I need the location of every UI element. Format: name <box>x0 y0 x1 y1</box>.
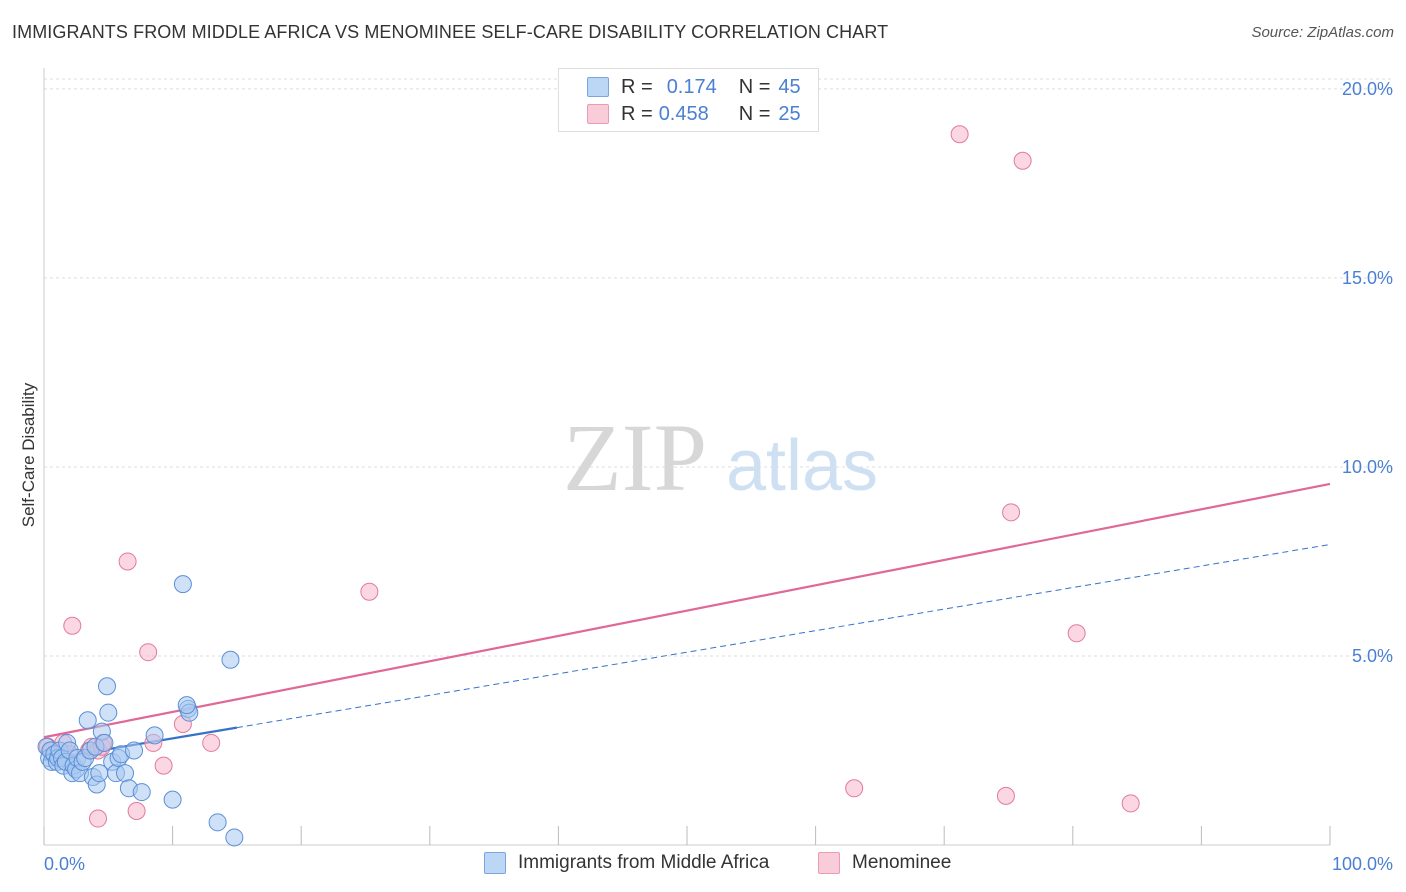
legend-swatch-middle-africa <box>484 852 506 874</box>
data-point-menominee <box>127 801 146 820</box>
data-points <box>37 125 1140 847</box>
data-point-middle-africa <box>177 696 196 715</box>
chart-title: IMMIGRANTS FROM MIDDLE AFRICA VS MENOMIN… <box>12 22 889 42</box>
legend-n-value: 25 <box>778 102 801 125</box>
y-axis-label: Self-Care Disability <box>19 382 38 527</box>
data-point-menominee <box>1067 624 1086 643</box>
x-tick-label-min: 0.0% <box>44 854 85 874</box>
data-point-middle-africa <box>208 813 227 832</box>
data-point-middle-africa <box>173 575 192 594</box>
watermark: ZIP atlas <box>563 404 878 511</box>
y-tick-label: 20.0% <box>1342 79 1393 99</box>
y-tick-label: 15.0% <box>1342 268 1393 288</box>
data-point-middle-africa <box>163 790 182 809</box>
legend-item-menominee: Menominee <box>818 852 951 874</box>
data-point-menominee <box>845 779 864 798</box>
legend-r-label: R = <box>621 102 653 125</box>
data-point-menominee <box>118 552 137 571</box>
source-label: Source: ZipAtlas.com <box>1251 24 1394 41</box>
legend-row-menominee: R = 0.458 N = 25 <box>587 101 801 127</box>
legend-swatch-menominee <box>587 104 609 124</box>
trend-line-menominee <box>43 482 1331 739</box>
data-point-menominee <box>996 786 1015 805</box>
data-point-menominee <box>139 643 158 662</box>
legend-item-middle-africa: Immigrants from Middle Africa <box>484 852 769 874</box>
legend-swatch-middle-africa <box>587 77 609 97</box>
trend-lines <box>43 482 1331 762</box>
y-tick-label: 5.0% <box>1352 646 1393 666</box>
data-point-menominee <box>154 756 173 775</box>
legend-r-value: 0.174 <box>666 75 717 98</box>
data-point-menominee <box>950 125 969 144</box>
legend-n-value: 45 <box>778 75 801 98</box>
data-point-middle-africa <box>78 711 97 730</box>
data-point-middle-africa <box>132 783 151 802</box>
data-point-menominee <box>360 582 379 601</box>
grid-lines <box>44 78 1394 657</box>
legend-label-middle-africa: Immigrants from Middle Africa <box>518 852 770 873</box>
data-point-menominee <box>1121 794 1140 813</box>
data-point-middle-africa <box>221 650 240 669</box>
data-point-menominee <box>1013 151 1032 170</box>
data-point-middle-africa <box>98 677 117 696</box>
legend-n-label: N = <box>738 102 771 125</box>
legend-label-menominee: Menominee <box>852 852 952 873</box>
trend-line-middle-africa-extension <box>236 543 1331 729</box>
data-point-middle-africa <box>116 764 135 783</box>
watermark-atlas: atlas <box>726 426 878 506</box>
legend-r-value: 0.458 <box>658 102 709 125</box>
legend-row-middle-africa: R = 0.174 N = 45 <box>587 74 801 100</box>
data-point-menominee <box>89 809 108 828</box>
data-point-middle-africa <box>99 703 118 722</box>
data-point-middle-africa <box>95 733 114 752</box>
watermark-zip: ZIP <box>563 404 707 511</box>
correlation-legend: R = 0.174 N = 45 R = 0.458 N = 25 <box>558 68 819 132</box>
y-tick-label: 10.0% <box>1342 457 1393 477</box>
data-point-menominee <box>1002 503 1021 522</box>
x-tick-label-max: 100.0% <box>1332 854 1393 874</box>
data-point-middle-africa <box>225 828 244 847</box>
data-point-menominee <box>202 733 221 752</box>
legend-r-label: R = <box>621 75 653 98</box>
data-point-middle-africa <box>145 726 164 745</box>
axes: 5.0% 10.0% 15.0% 20.0% <box>43 68 1393 846</box>
legend-n-label: N = <box>738 75 771 98</box>
legend-swatch-menominee <box>818 852 840 874</box>
data-point-middle-africa <box>125 741 144 760</box>
data-point-menominee <box>63 616 82 635</box>
